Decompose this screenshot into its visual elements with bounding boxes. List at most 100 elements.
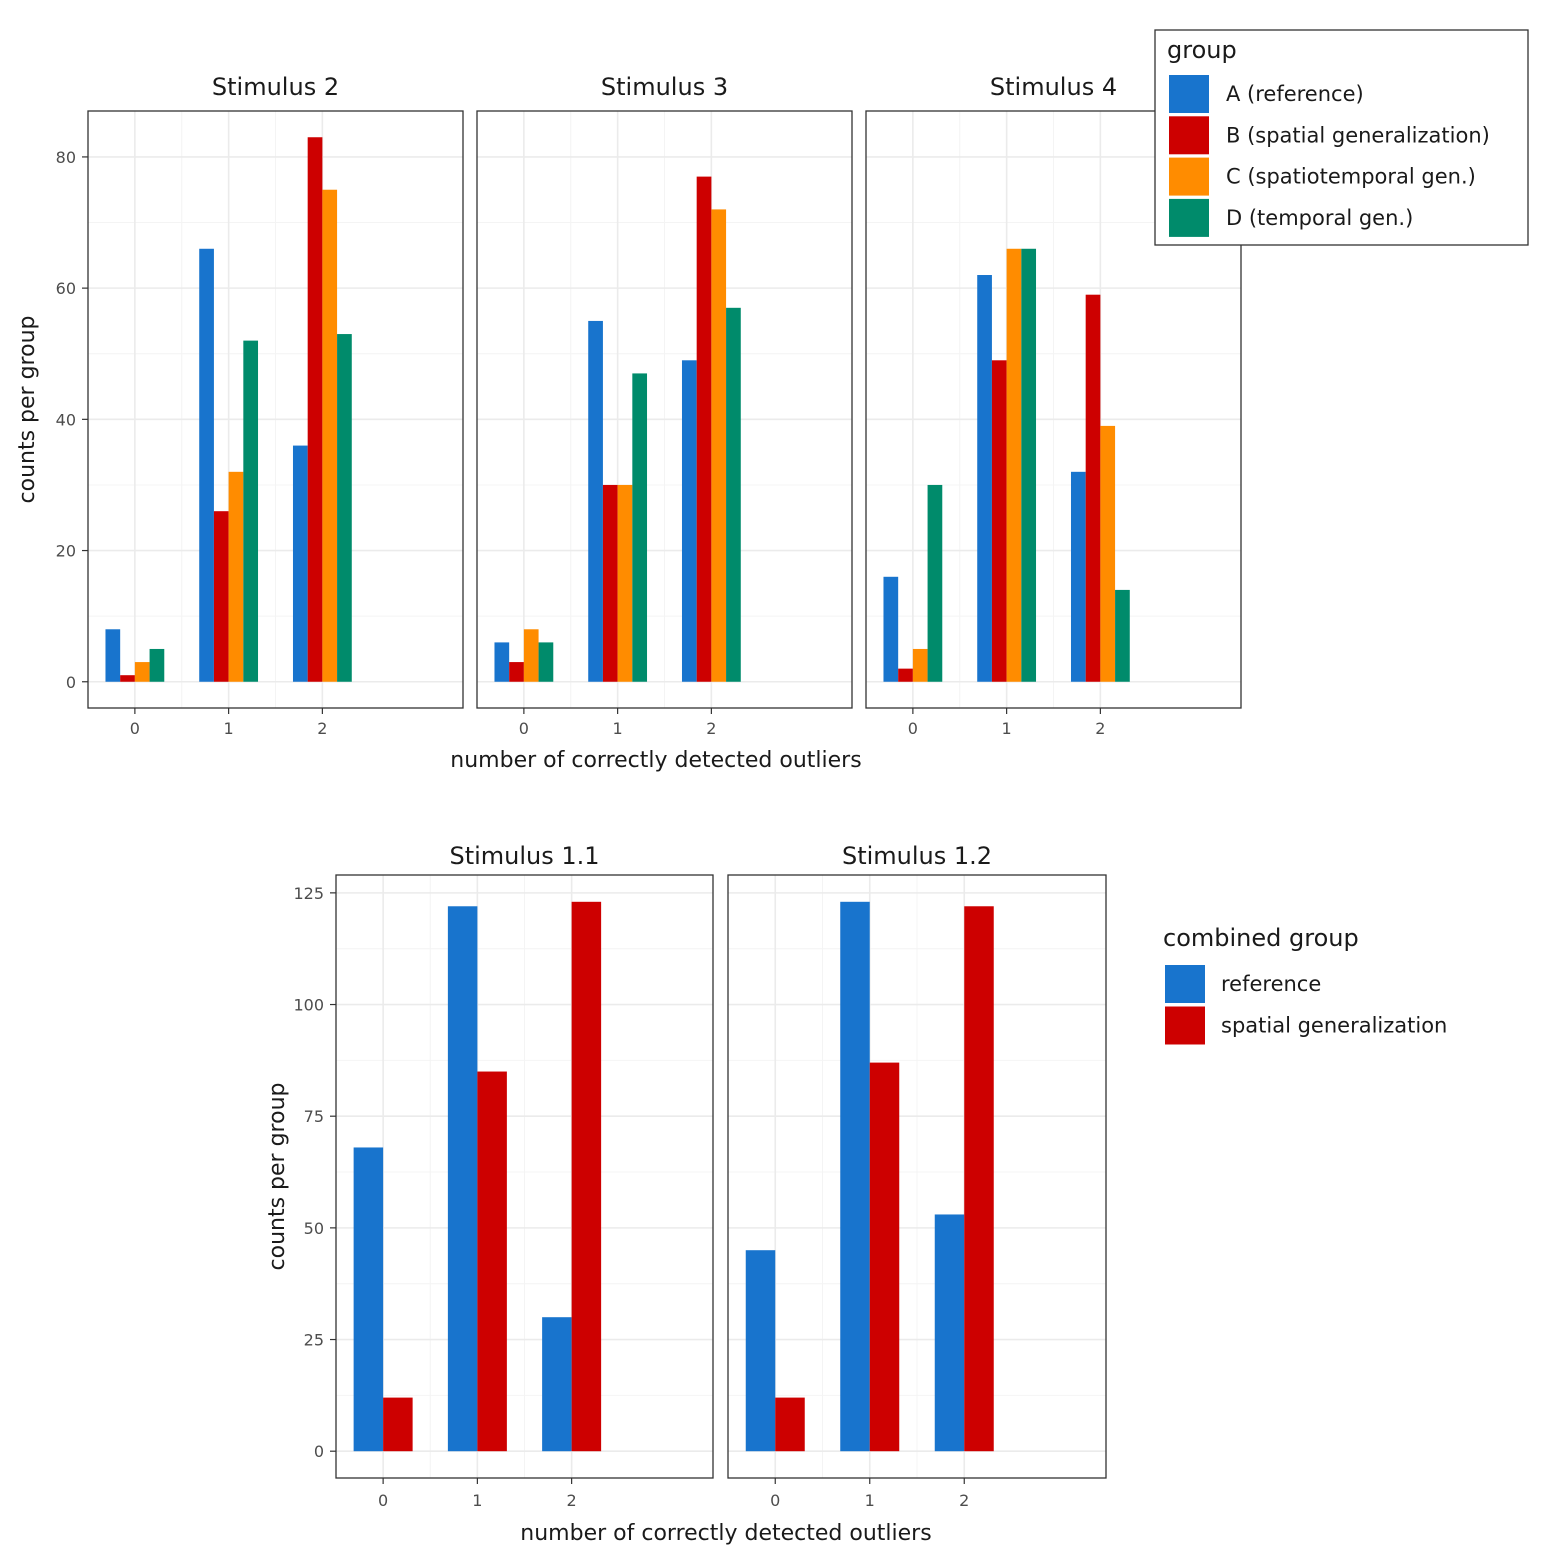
legend: group A (reference) B (spatial generalizat…	[1154, 29, 1529, 246]
bar-spatial-2	[964, 906, 994, 1452]
bar-spatial-0	[383, 1397, 413, 1452]
y-tick-label: 20	[56, 542, 76, 561]
panel-border	[727, 874, 1107, 1479]
x-tick-label: 2	[317, 719, 327, 738]
bar-c-0	[134, 662, 150, 682]
legend-key-1	[1169, 75, 1209, 113]
legend-key-2	[1165, 1006, 1205, 1045]
legend-key-2	[1169, 116, 1209, 155]
bar-c-1	[1006, 248, 1022, 682]
bar-b-1	[991, 360, 1007, 682]
bar-d-1	[243, 340, 259, 682]
bar-c-2	[1100, 425, 1116, 682]
x-tick-label: 1	[224, 719, 234, 738]
bar-b-2	[1085, 294, 1101, 682]
legend-label-2: spatial generalization	[1221, 1014, 1447, 1038]
bar-c-1	[228, 471, 244, 682]
bar-spatial-1	[477, 1071, 507, 1452]
bar-a-1	[588, 320, 603, 682]
x-tick-label: 0	[130, 719, 140, 738]
bar-reference-1	[447, 906, 478, 1452]
bar-spatial-0	[775, 1397, 805, 1452]
legend-label-4: D (temporal gen.)	[1226, 206, 1413, 230]
y-tick-label: 100	[293, 996, 324, 1015]
bar-d-0	[149, 648, 165, 682]
legend-label-2: B (spatial generalization)	[1226, 123, 1490, 147]
x-tick-label: 2	[567, 1491, 577, 1510]
bar-b-1	[602, 484, 618, 682]
bar-a-1	[977, 275, 992, 682]
bar-reference-0	[353, 1147, 384, 1452]
x-axis-title: number of correctly detected outliers	[520, 1521, 931, 1546]
bar-c-1	[617, 484, 633, 682]
panel-border	[335, 874, 714, 1479]
bar-reference-2	[542, 1317, 572, 1452]
x-tick-label: 2	[1095, 719, 1105, 738]
legend: combined group reference spatial generaliz…	[1155, 908, 1495, 1058]
bottom-chart: Stimulus 1.1 0 1 2 0 25 50 75 100 125 Stimulus 1.2…	[265, 842, 1495, 1546]
bar-c-0	[523, 629, 539, 682]
panel-title: Stimulus 4	[990, 73, 1117, 101]
bar-d-1	[632, 373, 648, 682]
x-tick-label: 1	[613, 719, 623, 738]
panel-title: Stimulus 3	[601, 73, 728, 101]
bar-b-0	[898, 668, 913, 682]
panel-title: Stimulus 1.2	[842, 842, 992, 870]
panel-border	[476, 110, 853, 709]
x-tick-label: 2	[959, 1491, 969, 1510]
bar-a-0	[494, 642, 510, 682]
panel-1-2: Stimulus 3 0 1 2	[476, 73, 853, 738]
panel-title: Stimulus 1.1	[449, 842, 599, 870]
legend-title: group	[1167, 36, 1237, 64]
x-tick-label: 0	[770, 1491, 780, 1510]
bar-reference-2	[934, 1214, 965, 1452]
y-tick-label: 0	[314, 1442, 324, 1461]
legend-label-1: reference	[1221, 972, 1321, 996]
legend-box	[1155, 908, 1495, 1058]
bar-c-0	[912, 648, 928, 682]
bar-d-1	[1021, 248, 1037, 682]
x-tick-label: 1	[865, 1491, 875, 1510]
bar-reference-0	[745, 1250, 776, 1452]
bar-a-0	[105, 629, 121, 682]
x-tick-label: 0	[908, 719, 918, 738]
bar-spatial-2	[571, 901, 602, 1452]
bar-reference-1	[840, 901, 870, 1452]
x-tick-label: 0	[519, 719, 529, 738]
bar-a-1	[199, 248, 214, 682]
bar-a-2	[681, 360, 697, 682]
x-tick-label: 0	[378, 1491, 388, 1510]
x-tick-label: 2	[706, 719, 716, 738]
bar-b-2	[307, 137, 323, 682]
panel-border	[865, 110, 1242, 709]
bar-b-0	[120, 675, 135, 682]
y-tick-label: 60	[56, 279, 76, 298]
y-tick-label: 25	[304, 1331, 324, 1350]
bar-a-2	[1070, 471, 1086, 682]
panel-2-1: Stimulus 1.1 0 1 2 0 25 50 75 100 125	[293, 842, 714, 1510]
bar-d-0	[538, 642, 554, 682]
legend-box	[1154, 29, 1529, 246]
legend-key-3	[1169, 157, 1209, 196]
y-tick-label: 80	[56, 148, 76, 167]
y-tick-label: 75	[304, 1107, 324, 1126]
y-tick-label: 50	[304, 1219, 324, 1238]
bar-a-0	[883, 576, 899, 682]
panel-border	[87, 110, 464, 709]
panel-title: Stimulus 2	[212, 73, 339, 101]
x-axis-title: number of correctly detected outliers	[450, 748, 861, 773]
bar-c-2	[322, 189, 338, 682]
y-axis-title: counts per group	[15, 316, 40, 504]
bar-c-2	[711, 209, 727, 682]
bar-spatial-1	[869, 1062, 900, 1452]
x-tick-label: 1	[472, 1491, 482, 1510]
x-tick-label: 1	[1002, 719, 1012, 738]
legend-key-1	[1165, 965, 1205, 1003]
legend-key-4	[1169, 198, 1209, 237]
legend-title: combined group	[1163, 924, 1359, 952]
bar-b-0	[509, 662, 524, 682]
y-tick-label: 40	[56, 410, 76, 429]
bar-b-2	[696, 176, 712, 682]
